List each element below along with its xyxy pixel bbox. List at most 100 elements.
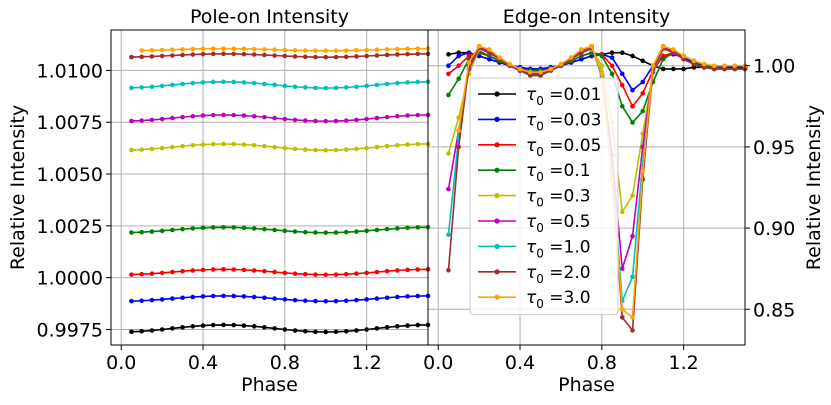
pole-point-5-19 [323,118,329,124]
pole-point-7-22 [354,54,359,59]
pole-point-7-16 [292,54,298,59]
pole-point-7-14 [272,53,277,58]
pole-point-1-17 [302,298,308,304]
pole-point-0-17 [302,328,308,334]
edge-point-7-17 [619,315,625,320]
pole-point-7-13 [262,52,267,58]
pole-point-5-17 [302,118,308,123]
pole-point-3-24 [374,227,380,233]
pole-point-3-5 [180,226,185,232]
pole-series-2 [129,267,431,278]
pole-point-6-4 [170,82,175,88]
edge-point-5-0 [446,186,451,192]
pole-point-1-21 [343,298,349,304]
pole-point-8-21 [343,48,349,53]
pole-point-4-9 [221,141,226,147]
pole-point-4-24 [374,144,380,150]
pole-point-4-2 [149,146,155,152]
pole-point-5-1 [139,118,144,123]
pole-xtick-label-2: 0.8 [270,352,300,374]
pole-point-0-10 [231,322,237,328]
pole-point-4-26 [395,142,400,148]
pole-point-2-11 [241,267,247,273]
pole-point-0-28 [415,322,421,328]
pole-point-3-7 [200,225,206,231]
edge-point-2-1 [456,63,461,69]
pole-point-8-22 [354,47,359,53]
pole-point-5-25 [384,114,390,120]
legend-value-6: =1.0 [544,237,591,257]
edge-point-8-13 [579,47,584,52]
pole-point-5-10 [231,112,237,118]
legend-label-4: τ0 =0.3 [526,187,591,210]
pole-point-5-4 [170,115,175,121]
pole-point-8-1 [139,48,144,53]
pole-point-8-9 [221,46,226,51]
pole-point-1-20 [333,298,339,304]
legend-symbol-0: τ [526,85,537,105]
pole-point-6-0 [129,85,134,91]
pole-point-2-16 [292,271,298,276]
pole-xtick-label-3: 1.2 [352,352,382,374]
pole-point-6-17 [302,85,308,90]
pole-point-2-25 [384,268,390,274]
pole-point-2-1 [139,271,144,277]
pole-ytick-label-1: 1.0000 [37,268,103,290]
pole-point-6-21 [343,85,349,90]
edge-point-1-2 [466,50,472,56]
edge-point-3-1 [456,76,461,82]
pole-series-4 [129,141,431,153]
pole-point-6-27 [405,80,410,85]
pole-point-7-9 [221,51,226,57]
pole-point-5-11 [241,113,247,118]
pole-series-line-0 [131,324,429,333]
edge-xtick-label-0: 0.0 [423,352,453,374]
edge-xtick-label-1: 0.4 [505,352,535,374]
pole-point-1-6 [190,294,196,300]
legend-symbol-6: τ [526,237,537,257]
pole-point-8-25 [384,47,390,52]
edge-point-7-25 [701,65,707,70]
edge-point-7-27 [722,66,727,72]
pole-point-1-3 [159,297,165,302]
pole-point-0-12 [251,324,257,329]
edge-point-7-24 [691,61,697,67]
pole-point-3-28 [415,225,421,230]
pole-point-8-3 [159,47,165,53]
legend-subscript-6: 0 [536,246,544,260]
pole-point-4-22 [354,146,359,152]
pole-point-1-5 [180,295,185,301]
pole-point-7-10 [231,51,237,57]
edge-point-7-1 [456,144,461,150]
pole-point-4-15 [282,145,288,151]
pole-series-line-6 [131,81,429,89]
edge-ytick-label-2: 0.95 [753,137,795,159]
pole-point-2-12 [251,268,257,273]
pole-point-6-19 [323,85,329,91]
edge-point-8-25 [701,61,707,67]
pole-point-3-20 [333,230,339,235]
edge-point-1-18 [630,87,635,93]
edge-point-2-18 [630,104,635,109]
edge-point-8-19 [640,168,646,174]
pole-point-8-6 [190,46,196,52]
pole-point-0-16 [292,328,298,333]
edge-point-8-9 [538,69,543,75]
pole-point-1-28 [415,293,421,299]
pole-point-4-25 [384,143,390,149]
pole-point-1-23 [364,297,369,302]
pole-point-8-5 [180,47,185,52]
edge-point-8-18 [630,315,635,320]
pole-point-7-23 [364,53,369,59]
pole-point-0-14 [272,326,277,331]
legend-label-7: τ0 =2.0 [526,263,591,286]
pole-series-3 [129,224,431,235]
pole-point-6-23 [364,83,369,89]
pole-point-0-0 [129,329,134,335]
pole-xtick-label-0: 0.0 [106,352,136,374]
edge-point-3-17 [619,104,625,109]
edge-point-0-23 [681,66,686,72]
edge-point-7-9 [538,73,543,78]
edge-frame [427,29,746,346]
edge-point-8-23 [681,53,686,59]
